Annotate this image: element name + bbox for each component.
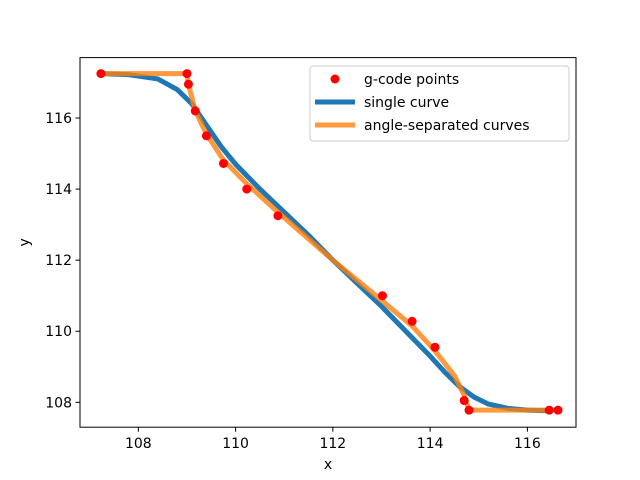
axes: 108 110 112 114 116 108 110 112 114 116 x y <box>17 57 577 473</box>
legend-label: g-code points <box>364 72 459 88</box>
x-tick-label: 108 <box>125 436 152 452</box>
legend-marker <box>330 74 340 84</box>
scatter-point <box>430 342 440 352</box>
legend-label: angle-separated curves <box>364 118 530 134</box>
scatter-point <box>218 159 228 168</box>
x-tick-label: 116 <box>514 436 541 452</box>
scatter-point <box>190 106 200 116</box>
legend: g-code points single curve angle-separated… <box>309 65 570 142</box>
y-tick-label: 110 <box>45 324 72 340</box>
scatter-point <box>183 79 193 89</box>
scatter-point <box>407 316 417 326</box>
scatter-point <box>553 405 563 415</box>
scatter-point <box>464 405 474 415</box>
scatter-point <box>182 69 192 79</box>
y-tick-label: 114 <box>45 182 72 198</box>
scatter-point <box>242 184 252 194</box>
y-tick-label: 112 <box>45 253 72 269</box>
x-tick-label: 110 <box>222 436 249 452</box>
scatter-point <box>273 211 283 221</box>
scatter-point <box>96 69 106 79</box>
x-axis-label: x <box>324 457 332 473</box>
scatter-point <box>377 291 387 301</box>
y-axis-label: y <box>17 238 33 246</box>
legend-label: single curve <box>364 95 449 111</box>
x-tick-label: 114 <box>417 436 444 452</box>
y-tick-label: 108 <box>45 395 72 411</box>
x-tick-label: 112 <box>319 436 346 452</box>
scatter-point <box>201 131 211 141</box>
plot-area <box>96 69 563 415</box>
series-line-2 <box>98 71 552 413</box>
scatter-point <box>459 396 469 406</box>
scatter-point <box>544 405 554 415</box>
legend-box <box>309 65 570 142</box>
y-tick-label: 116 <box>45 111 72 127</box>
axes-frame <box>79 57 577 428</box>
